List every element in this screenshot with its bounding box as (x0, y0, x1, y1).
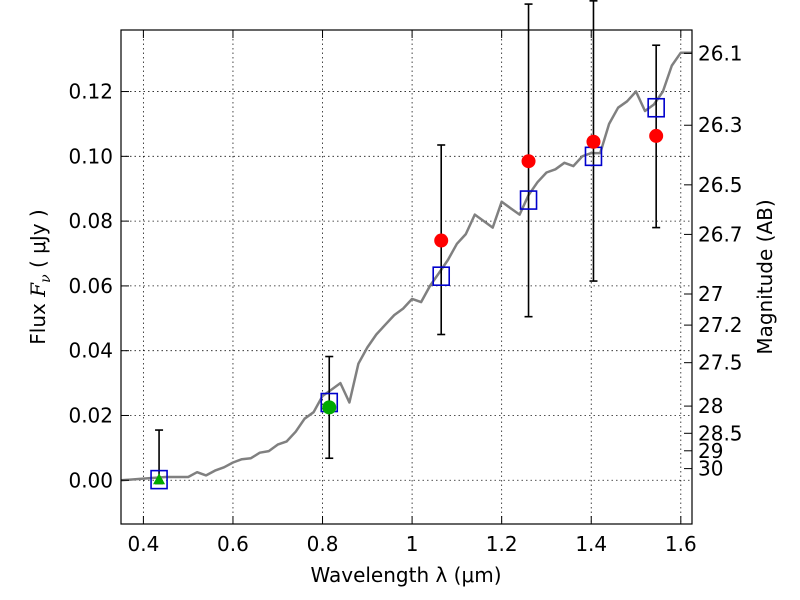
y-axis-label-symbol: F (26, 282, 50, 298)
magnitude-axis-label: Magnitude (AB) (753, 199, 777, 354)
x-tick-label: 0.8 (307, 532, 339, 556)
x-axis-ticks: 0.4 0.6 0.8 1 1.2 1.4 1.6 (127, 30, 697, 556)
magnitude-tick-label: 26.7 (698, 222, 743, 246)
y-axis-label-subscript: ν (38, 274, 54, 283)
x-tick-label: 1.2 (486, 532, 518, 556)
photometry-markers (153, 128, 664, 485)
y-axis-label: Flux Fν ( μJy ) (26, 209, 54, 344)
model-spectrum (120, 51, 692, 482)
measured-circle-marker (521, 154, 536, 169)
y-tick-label: 0.02 (68, 403, 113, 427)
y-axis-ticks: 0.00 0.02 0.04 0.06 0.08 0.10 0.12 (68, 80, 129, 492)
magnitude-tick-label: 28.5 (698, 421, 743, 445)
measured-circle-marker (649, 128, 664, 143)
error-bars (155, 0, 661, 485)
y-tick-label: 0.10 (68, 144, 113, 168)
optical-triangle-marker (153, 473, 166, 485)
magnitude-tick-label: 26.3 (698, 113, 743, 137)
x-tick-label: 0.6 (217, 532, 249, 556)
x-axis-label: Wavelength λ (μm) (310, 563, 501, 587)
synthetic-photometry-square (519, 190, 538, 210)
synthetic-photometry-markers (150, 97, 665, 490)
magnitude-tick-label: 26.1 (698, 41, 743, 65)
magnitude-tick-label: 29 (698, 439, 723, 463)
x-tick-label: 1.4 (575, 532, 607, 556)
magnitude-tick-label: 30 (698, 457, 723, 481)
synthetic-photometry-square (150, 469, 168, 490)
magnitude-tick-label: 27.2 (698, 313, 743, 337)
model-spectrum-line (120, 51, 692, 482)
measured-circle-marker (434, 233, 449, 248)
measured-circle-marker (586, 134, 601, 149)
y-tick-label: 0.04 (68, 339, 113, 363)
magnitude-tick-label: 26.5 (698, 173, 743, 197)
plot-frame (120, 29, 693, 525)
synthetic-photometry-square (647, 97, 665, 118)
x-tick-label: 0.4 (127, 532, 159, 556)
y-axis-label-suffix: ( μJy ) (26, 209, 50, 274)
y-axis-label-prefix: Flux (26, 297, 50, 345)
magnitude-tick-label: 28 (698, 394, 723, 418)
magnitude-tick-label: 27.5 (698, 351, 743, 375)
grid (121, 30, 692, 524)
x-tick-label: 1.6 (665, 532, 697, 556)
magnitude-tick-label: 27 (698, 282, 723, 306)
optical-circle-marker (322, 400, 337, 415)
y-tick-label: 0.08 (68, 209, 113, 233)
synthetic-photometry-square (432, 266, 451, 286)
y-tick-label: 0.12 (68, 80, 113, 104)
x-tick-label: 1 (406, 532, 419, 556)
y-tick-label: 0.06 (68, 274, 113, 298)
y-tick-label: 0.00 (68, 468, 113, 492)
